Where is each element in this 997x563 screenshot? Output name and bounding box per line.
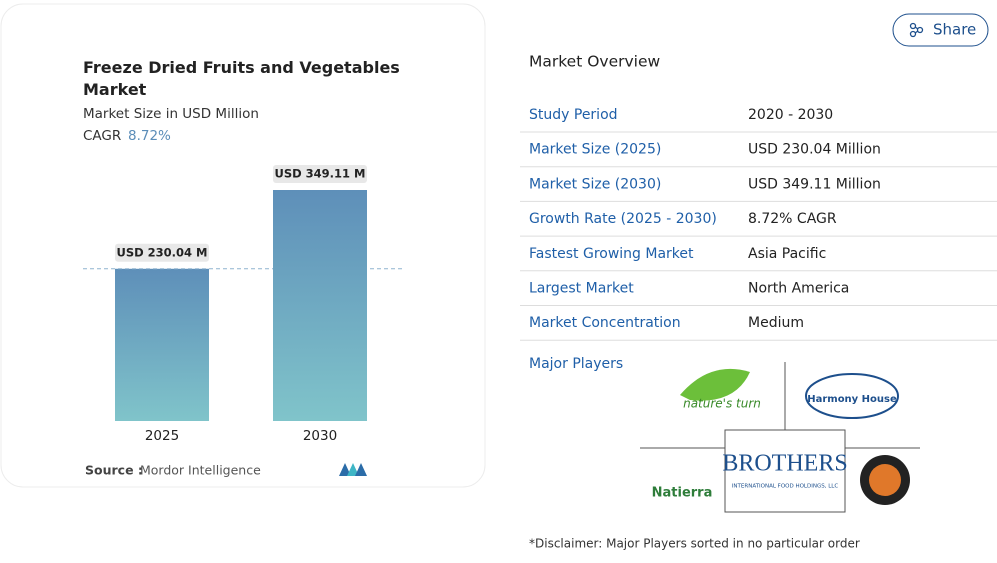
row-label: Market Size (2030)	[529, 176, 661, 192]
player: BROTHERS	[722, 451, 847, 477]
mordor-logo	[339, 463, 367, 476]
chart-subtitle: Market Size in USD Million	[83, 106, 259, 122]
x-tick-label: 2025	[145, 428, 179, 444]
row-label: Growth Rate (2025 - 2030)	[529, 211, 717, 227]
value-label: USD 349.11 M	[275, 167, 366, 181]
overview-title: Market Overview	[529, 53, 661, 71]
value-label-box	[115, 243, 209, 262]
bar	[115, 268, 209, 421]
row-label: Study Period	[529, 107, 618, 123]
row-value: North America	[748, 281, 849, 297]
expedition-logo-globe	[869, 464, 901, 496]
row-value: 8.72% CAGR	[748, 211, 837, 227]
player: Natierra	[652, 486, 713, 501]
row-label: Market Concentration	[529, 315, 681, 331]
overview-table: Study Period 2020 - 2030 Market Size (2025…	[520, 107, 997, 341]
disclaimer: *Disclaimer: Major Players sorted in no …	[529, 537, 860, 551]
players-grid	[640, 362, 920, 513]
row-label: Fastest Growing Market	[529, 246, 694, 262]
bar	[273, 190, 367, 421]
row-value: Asia Pacific	[748, 246, 826, 262]
x-tick-label: 2030	[303, 428, 337, 444]
row-value: 2020 - 2030	[748, 107, 833, 123]
cagr-label: CAGR	[83, 128, 121, 144]
row-value: USD 230.04 Million	[748, 142, 881, 158]
value-label: USD 230.04 M	[117, 245, 208, 259]
value-label-box	[273, 165, 367, 183]
cagr-value: 8.72%	[128, 128, 171, 144]
chart-title: Freeze Dried Fruits and Vegetables Market	[83, 58, 400, 99]
row-value: USD 349.11 Million	[748, 176, 881, 192]
share-icon	[909, 22, 924, 38]
player: INTERNATIONAL FOOD HOLDINGS, LLC	[732, 484, 839, 490]
source: Mordor Intelligence	[140, 463, 261, 478]
player: Harmony House	[807, 394, 897, 405]
share-button[interactable]	[892, 13, 989, 47]
row-label: Market Size (2025)	[529, 142, 661, 158]
share-label[interactable]: Share	[933, 21, 976, 39]
source-label: Source :	[85, 463, 143, 478]
players-label: Major Players	[529, 356, 623, 372]
leaf-logo	[680, 368, 750, 401]
row-label: Largest Market	[529, 281, 634, 297]
player: nature's turn	[683, 397, 761, 411]
harmony-logo	[805, 373, 899, 419]
row-value: Medium	[748, 315, 804, 331]
